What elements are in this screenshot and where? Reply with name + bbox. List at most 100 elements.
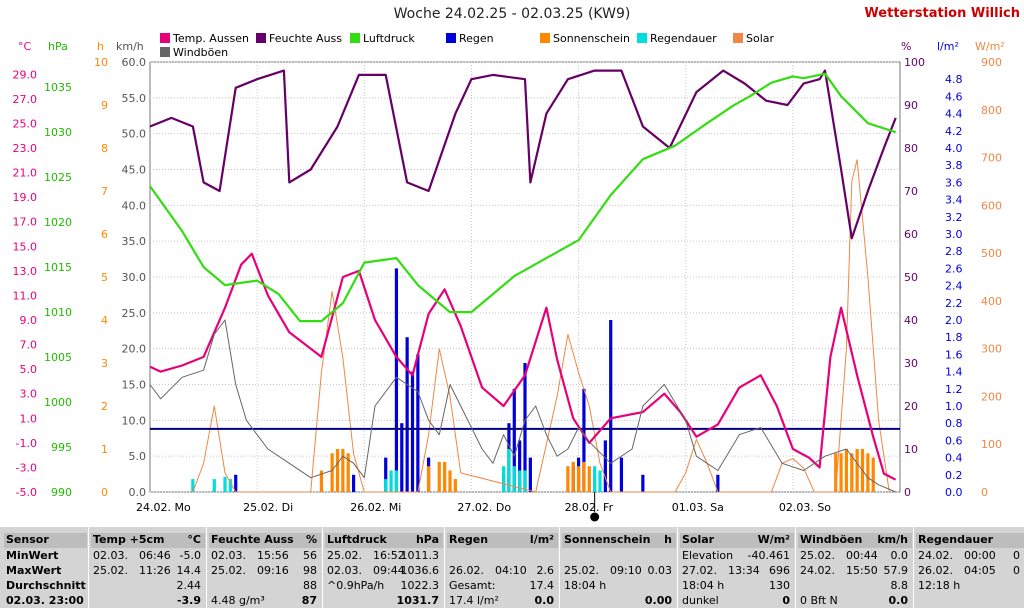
humidity-tick-label: 20 <box>904 400 918 413</box>
stats-cell: 18:04 h <box>564 579 607 592</box>
stats-cell: MinWert <box>6 549 59 562</box>
sonnenschein-bar <box>576 466 581 492</box>
rain-tick-label: 1.2 <box>945 383 963 396</box>
stats-header: Solar W/m² <box>680 533 794 548</box>
stats-header-label: Sonnenschein <box>564 533 651 546</box>
stats-header: Regen l/m² <box>447 533 558 548</box>
stats-cell: 04:05 <box>964 564 996 577</box>
stats-cell: ^0.9hPa/h <box>327 579 385 592</box>
rain-tick-label: 4.0 <box>945 142 963 155</box>
temp-tick-label: 15.0 <box>13 240 38 253</box>
stats-header-label: Windböen <box>800 533 863 546</box>
stats-cell: 09:44 <box>373 564 405 577</box>
solar-tick-label: 200 <box>981 390 1002 403</box>
station-name: Wetterstation Willich <box>864 6 1020 21</box>
stats-cell: 02.03. <box>211 549 246 562</box>
humidity-tick-label: 10 <box>904 443 918 456</box>
windb-en-line <box>149 319 896 493</box>
solar-tick-label: 900 <box>981 56 1002 69</box>
regendauer-bar <box>212 479 216 492</box>
solar-tick-label: 400 <box>981 295 1002 308</box>
sonnenschein-bar <box>834 453 838 492</box>
column-divider <box>559 527 560 608</box>
temp-tick-label: 1.0 <box>20 412 38 425</box>
legend-swatch <box>256 33 266 43</box>
stats-header-label: Sensor <box>6 533 49 546</box>
temp-tick-label: 21.0 <box>13 167 38 180</box>
pressure-tick-label: 1020 <box>44 216 72 229</box>
stats-cell: 0.00 <box>644 594 672 607</box>
humidity-tick-label: 90 <box>904 99 918 112</box>
stats-header: Sonnenschein h <box>562 533 676 548</box>
regen-bar <box>234 474 238 492</box>
humidity-axis-unit: % <box>901 40 912 53</box>
rain-tick-label: 0.8 <box>945 417 963 430</box>
stats-row: 25.02. 00:44 0.0 <box>798 549 912 564</box>
weather-chart: 29.027.025.023.021.019.017.015.013.011.0… <box>13 56 1002 522</box>
pressure-tick-label: 1025 <box>44 171 72 184</box>
stats-cell: 04:10 <box>495 564 527 577</box>
stats-cell: 11:26 <box>139 564 171 577</box>
stats-cell: 0 <box>782 594 790 607</box>
sun-tick-label: 4 <box>101 314 108 327</box>
x-tick-label: 26.02. Mi <box>350 501 401 514</box>
legend-item: Regen <box>446 32 494 45</box>
regen-bar <box>582 388 586 492</box>
stats-cell: 4.48 g/m³ <box>211 594 265 607</box>
stats-cell: 25.02. <box>93 564 128 577</box>
legend-label: Luftdruck <box>363 32 415 45</box>
pressure-tick-label: 1035 <box>44 81 72 94</box>
x-tick-label: 01.03. Sa <box>672 501 724 514</box>
stats-header-label: Regen <box>449 533 489 546</box>
stats-row: Elevation -40.461 <box>680 549 794 564</box>
wind-tick-label: 0.0 <box>129 486 147 499</box>
legend-label: Temp. Aussen <box>173 32 250 45</box>
stats-cell: 02.03. <box>93 549 128 562</box>
temp-tick-label: 25.0 <box>13 117 38 130</box>
wind-tick-label: 5.0 <box>129 450 147 463</box>
stats-row: 12:18 h <box>916 579 1024 594</box>
regen-bar <box>410 371 415 492</box>
sonnenschein-bar <box>335 449 340 492</box>
sun-tick-label: 0 <box>101 486 108 499</box>
stats-header-label: Regendauer <box>918 533 994 546</box>
sonnenschein-bar <box>850 453 854 492</box>
rain-tick-label: 1.0 <box>945 400 963 413</box>
rain-tick-label: 2.0 <box>945 314 963 327</box>
legend-swatch <box>350 33 360 43</box>
rain-axis-unit: l/m² <box>937 40 959 53</box>
sonnenschein-bar <box>566 466 570 492</box>
legend-label: Regendauer <box>650 32 717 45</box>
legend-label: Windböen <box>173 46 229 59</box>
sonnenschein-bar <box>426 466 431 492</box>
regen-bar <box>716 474 720 492</box>
stats-cell: -3.9 <box>176 594 201 607</box>
sun-tick-label: 7 <box>101 185 108 198</box>
temp-tick-label: -1.0 <box>16 437 37 450</box>
stats-cell: 24.02. <box>918 549 953 562</box>
stats-cell: 0 Bft N <box>800 594 838 607</box>
stats-row: Durchschnitt <box>4 579 87 594</box>
stats-row: 0.00 <box>562 594 676 609</box>
stats-row: 25.02. 09:10 0.03 <box>562 564 676 579</box>
stats-row: 24.02. 15:50 57.9 <box>798 564 912 579</box>
sun-tick-label: 9 <box>101 99 108 112</box>
regen-bar <box>528 457 532 492</box>
rain-tick-label: 2.8 <box>945 245 963 258</box>
legend-item: Sonnenschein <box>540 32 630 45</box>
wind-tick-label: 35.0 <box>122 235 147 248</box>
stats-cell: 25.02. <box>800 549 835 562</box>
stats-header: Temp +5cm °C <box>91 533 205 548</box>
stats-row <box>447 549 558 564</box>
solar-tick-label: 100 <box>981 438 1002 451</box>
stats-cell: 0 <box>1013 564 1020 577</box>
stats-row: 24.02. 00:00 0 <box>916 549 1024 564</box>
rain-tick-label: 1.4 <box>945 366 963 379</box>
sonnenschein-bar <box>448 470 452 492</box>
solar-tick-label: 700 <box>981 152 1002 165</box>
sonnenschein-bar <box>346 453 350 492</box>
pressure-tick-label: 1000 <box>44 396 72 409</box>
stats-cell: 00:44 <box>846 549 878 562</box>
pressure-tick-label: 1030 <box>44 126 72 139</box>
wind-tick-label: 25.0 <box>122 307 147 320</box>
